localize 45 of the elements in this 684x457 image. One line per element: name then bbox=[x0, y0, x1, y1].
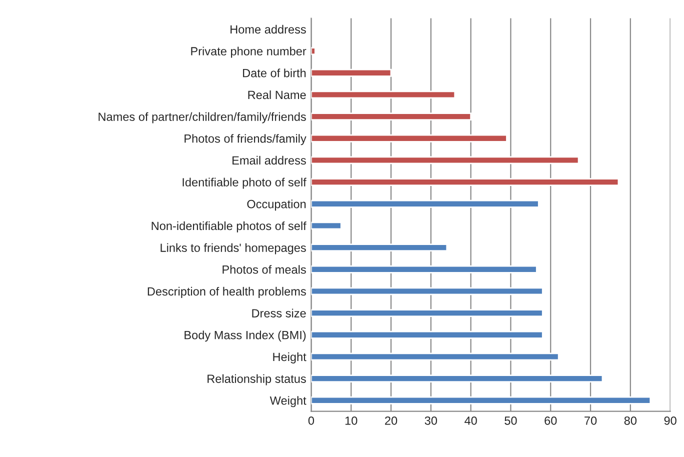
x-tick-label: 10 bbox=[345, 416, 358, 425]
bar bbox=[311, 330, 544, 339]
bar bbox=[311, 244, 448, 252]
bar bbox=[311, 222, 342, 230]
y-tick-label: Photos of friends/family bbox=[184, 134, 306, 146]
y-tick-label: Date of birth bbox=[243, 68, 306, 78]
y-tick-label: Identifiable photo of self bbox=[182, 178, 306, 189]
bar bbox=[311, 396, 652, 404]
bar bbox=[311, 68, 392, 77]
x-tick-label: 0 bbox=[308, 416, 314, 425]
y-tick-label: Names of partner/children/family/friends bbox=[98, 112, 306, 124]
bar bbox=[311, 200, 540, 208]
bar bbox=[311, 90, 456, 99]
bar bbox=[311, 156, 580, 164]
y-tick-label: Relationship status bbox=[208, 374, 306, 386]
y-tick-label: Body Mass Index (BMI) bbox=[184, 330, 306, 342]
x-tick-label: 60 bbox=[544, 416, 557, 425]
y-tick-label: Private phone number bbox=[191, 46, 306, 58]
x-tick-label: 40 bbox=[464, 416, 477, 425]
y-tick-label: Links to friends' homepages bbox=[160, 243, 306, 254]
y-tick-label: Description of health problems bbox=[148, 286, 306, 298]
bar bbox=[311, 178, 620, 186]
x-tick-label: 70 bbox=[584, 416, 597, 425]
y-tick-label: Dress size bbox=[252, 308, 306, 318]
y-tick-label: Weight bbox=[270, 396, 306, 408]
y-tick-label: Photos of meals bbox=[222, 265, 306, 274]
y-tick-label: Height bbox=[273, 352, 306, 364]
bar bbox=[311, 265, 538, 274]
x-tick-label: 30 bbox=[424, 416, 438, 425]
bar bbox=[311, 352, 560, 361]
y-tick-label: Email address bbox=[232, 156, 306, 165]
bar bbox=[311, 287, 544, 296]
bar bbox=[311, 374, 604, 383]
x-tick-label: 50 bbox=[504, 416, 517, 425]
bar bbox=[311, 134, 508, 142]
y-tick-label: Non-identifiable photos of self bbox=[152, 221, 306, 232]
bar bbox=[311, 309, 544, 318]
y-tick-label: Real Name bbox=[248, 90, 306, 100]
bar bbox=[311, 112, 472, 121]
y-tick-label: Occupation bbox=[247, 200, 306, 211]
y-tick-label: Home address bbox=[230, 24, 306, 34]
x-tick-label: 90 bbox=[664, 416, 676, 425]
x-tick-label: 80 bbox=[624, 416, 637, 425]
x-tick-label: 20 bbox=[385, 416, 398, 425]
bar bbox=[311, 47, 316, 55]
